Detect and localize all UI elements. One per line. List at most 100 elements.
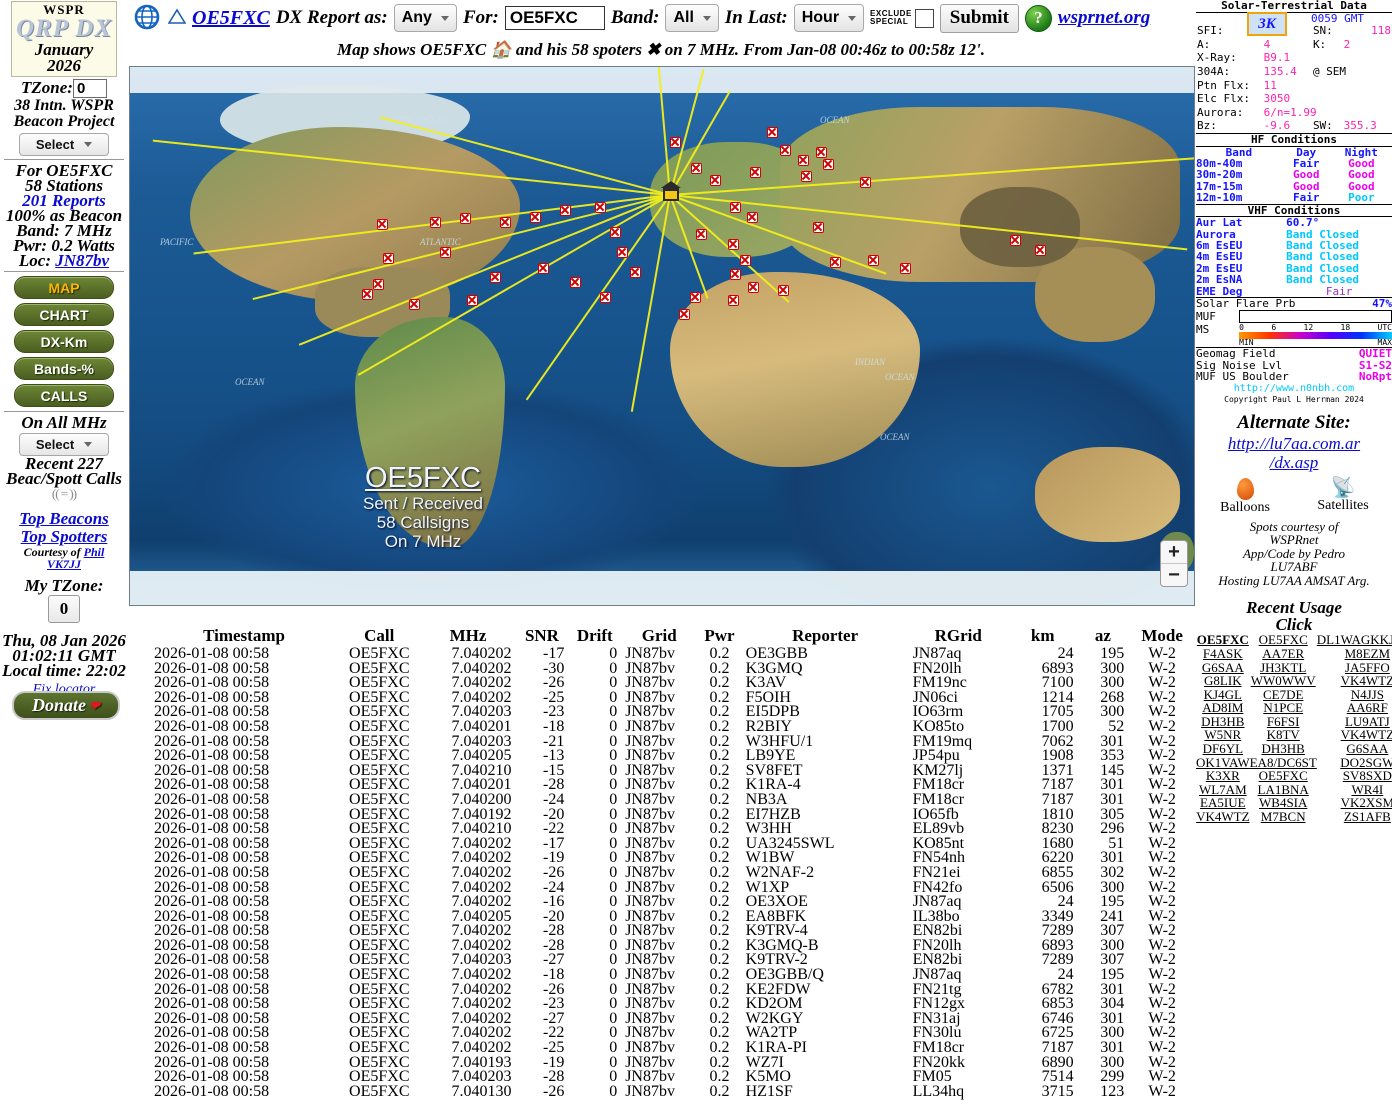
- spotter-marker[interactable]: [430, 217, 441, 228]
- n0nbh-url[interactable]: http://www.n0nbh.com: [1233, 382, 1355, 394]
- table-row[interactable]: 2026-01-08 00:58 OE5FXC 7.040202 -27 0 JN87bv…: [150, 1011, 1196, 1027]
- spotter-marker[interactable]: [798, 155, 809, 166]
- spotter-marker[interactable]: [630, 267, 641, 278]
- column-header-mhz[interactable]: MHz: [449, 626, 487, 645]
- table-row[interactable]: 2026-01-08 00:58 OE5FXC 7.040203 -28 0 JN87bv…: [150, 1069, 1196, 1085]
- table-row[interactable]: 2026-01-08 00:58 OE5FXC 7.040203 -21 0 JN87bv…: [150, 733, 1196, 750]
- table-row[interactable]: 2026-01-08 00:58 OE5FXC 7.040202 -30 0 JN87bv…: [150, 660, 1196, 677]
- recent-call-link[interactable]: VK4WTZ: [1340, 673, 1392, 689]
- recent-call-link[interactable]: K8TV: [1266, 727, 1300, 743]
- balloons-link[interactable]: Balloons: [1203, 477, 1287, 516]
- table-row[interactable]: 2026-01-08 00:58 OE5FXC 7.040202 -28 0 JN87bv…: [150, 923, 1196, 939]
- spotter-marker[interactable]: [740, 255, 751, 266]
- spotter-marker[interactable]: [767, 127, 778, 138]
- spotter-marker[interactable]: [617, 247, 628, 258]
- spotter-marker[interactable]: [730, 269, 741, 280]
- recent-call-link[interactable]: EA8/DC6ST: [1249, 754, 1317, 770]
- spotter-marker[interactable]: [710, 175, 721, 186]
- recent-call-link[interactable]: AA7ER: [1262, 645, 1305, 661]
- spotter-marker[interactable]: [830, 257, 841, 268]
- spotter-marker[interactable]: [377, 219, 388, 230]
- recent-call-link[interactable]: KJ4GL: [1203, 686, 1242, 702]
- spotter-marker[interactable]: [696, 229, 707, 240]
- spotter-marker[interactable]: [595, 202, 606, 213]
- recent-call-link[interactable]: VK4WTZ: [1340, 727, 1392, 743]
- exclude-special-checkbox[interactable]: [914, 8, 934, 28]
- spotter-marker[interactable]: [538, 263, 549, 274]
- recent-call-link[interactable]: DL1WAGK: [1316, 632, 1380, 648]
- spotter-marker[interactable]: [560, 205, 571, 216]
- spotter-marker[interactable]: [460, 213, 471, 224]
- table-row[interactable]: 2026-01-08 00:58 OE5FXC 7.040202 -26 0 JN87bv…: [150, 865, 1196, 881]
- top-spotters-link[interactable]: Top Spotters: [20, 527, 108, 546]
- recent-call-link[interactable]: EA5IUE: [1200, 795, 1246, 811]
- world-map[interactable]: ARCTIC OCEAN OCEAN PACIFIC ATLANTIC OCEA…: [129, 66, 1195, 606]
- reports-count[interactable]: 201 Reports: [22, 191, 106, 210]
- table-row[interactable]: 2026-01-08 00:58 OE5FXC 7.040200 -24 0 JN87bv…: [150, 792, 1196, 808]
- spotter-marker[interactable]: [816, 147, 827, 158]
- spotter-marker[interactable]: [600, 292, 611, 303]
- satellites-link[interactable]: 📡 Satellites: [1301, 478, 1385, 516]
- column-header-call[interactable]: Call: [364, 626, 395, 645]
- exclude-special-group[interactable]: EXCLUDE SPECIAL: [870, 8, 934, 28]
- table-row[interactable]: 2026-01-08 00:58 OE5FXC 7.040205 -13 0 JN87bv…: [150, 748, 1196, 764]
- spotter-marker[interactable]: [490, 272, 501, 283]
- table-row[interactable]: 2026-01-08 00:58 OE5FXC 7.040202 -26 0 JN87bv…: [150, 675, 1196, 691]
- recent-call-link[interactable]: JH3KTL: [1260, 659, 1307, 675]
- column-header-reporter[interactable]: Reporter: [792, 626, 859, 645]
- table-row[interactable]: 2026-01-08 00:58 OE5FXC 7.040201 -28 0 JN87bv…: [150, 777, 1196, 793]
- spotter-marker[interactable]: [679, 309, 690, 320]
- recent-call-link[interactable]: AD8IM: [1202, 700, 1244, 716]
- zoom-in-button[interactable]: +: [1161, 541, 1187, 564]
- recent-call-link[interactable]: DH3HB: [1261, 741, 1305, 757]
- k-index-badge[interactable]: 3K: [1247, 12, 1287, 36]
- table-row[interactable]: 2026-01-08 00:58 OE5FXC 7.040201 -18 0 JN87bv…: [150, 719, 1196, 735]
- submit-button[interactable]: Submit: [939, 3, 1019, 33]
- table-row[interactable]: 2026-01-08 00:58 OE5FXC 7.040203 -23 0 JN87bv…: [150, 704, 1196, 720]
- spotter-marker[interactable]: [778, 285, 789, 296]
- recent-call-link[interactable]: G8LIK: [1204, 673, 1242, 689]
- band-select[interactable]: All: [665, 4, 719, 32]
- table-row[interactable]: 2026-01-08 00:58 OE5FXC 7.040202 -28 0 JN87bv…: [150, 938, 1196, 954]
- table-row[interactable]: 2026-01-08 00:58 OE5FXC 7.040202 -24 0 JN87bv…: [150, 879, 1196, 896]
- zoom-out-button[interactable]: −: [1168, 563, 1180, 586]
- wsprnet-link[interactable]: wsprnet.org: [1057, 7, 1151, 28]
- spotter-marker[interactable]: [691, 163, 702, 174]
- chart-button[interactable]: CHART: [14, 303, 114, 326]
- recent-call-link[interactable]: AA6RF: [1346, 700, 1388, 716]
- column-header-drift[interactable]: Drift: [576, 626, 613, 645]
- spotter-marker[interactable]: [868, 255, 879, 266]
- table-row[interactable]: 2026-01-08 00:58 OE5FXC 7.040192 -20 0 JN87bv…: [150, 806, 1196, 823]
- recent-call-link[interactable]: OE5FXC: [1196, 632, 1249, 648]
- donate-button[interactable]: Donate ❤: [12, 691, 120, 720]
- recent-call-link[interactable]: ZS1AFB: [1343, 809, 1391, 825]
- spotter-marker[interactable]: [813, 222, 824, 233]
- locator-value[interactable]: JN87bv: [55, 251, 110, 270]
- spotter-marker[interactable]: [373, 279, 384, 290]
- map-button[interactable]: MAP: [14, 276, 114, 299]
- column-header-km[interactable]: km: [1030, 626, 1055, 645]
- spotter-marker[interactable]: [530, 212, 541, 223]
- calls-button[interactable]: CALLS: [14, 384, 114, 407]
- site-logo[interactable]: WSPR QRP DX January 2026: [11, 1, 117, 77]
- tzone-input[interactable]: 0: [72, 78, 107, 98]
- table-row[interactable]: 2026-01-08 00:58 OE5FXC 7.040205 -20 0 JN87bv…: [150, 908, 1196, 925]
- top-beacons-link[interactable]: Top Beacons: [19, 509, 109, 528]
- spotter-marker[interactable]: [1035, 245, 1046, 256]
- map-zoom-controls[interactable]: + −: [1160, 540, 1188, 587]
- spotter-marker[interactable]: [383, 253, 394, 264]
- recent-call-link[interactable]: WW0WWV: [1250, 673, 1316, 689]
- globe-icon[interactable]: [132, 3, 162, 33]
- recent-call-link[interactable]: SV8SXD: [1342, 768, 1392, 784]
- for-callsign-input[interactable]: OE5FXC: [504, 6, 605, 30]
- column-header-az[interactable]: az: [1094, 626, 1111, 645]
- spotter-marker[interactable]: [500, 217, 511, 228]
- spotter-marker[interactable]: [730, 202, 741, 213]
- help-icon[interactable]: ?: [1024, 4, 1052, 32]
- table-row[interactable]: 2026-01-08 00:58 OE5FXC 7.040210 -22 0 JN87bv…: [150, 821, 1196, 837]
- table-row[interactable]: 2026-01-08 00:58 OE5FXC 7.040202 -17 0 JN87bv…: [150, 835, 1196, 852]
- table-row[interactable]: 2026-01-08 00:58 OE5FXC 7.040202 -17 0 JN87bv…: [150, 646, 1196, 662]
- recent-call-link[interactable]: WB4SIA: [1259, 795, 1308, 811]
- table-row[interactable]: 2026-01-08 00:58 OE5FXC 7.040210 -15 0 JN87bv…: [150, 762, 1196, 779]
- column-header-timestamp[interactable]: Timestamp: [203, 626, 285, 645]
